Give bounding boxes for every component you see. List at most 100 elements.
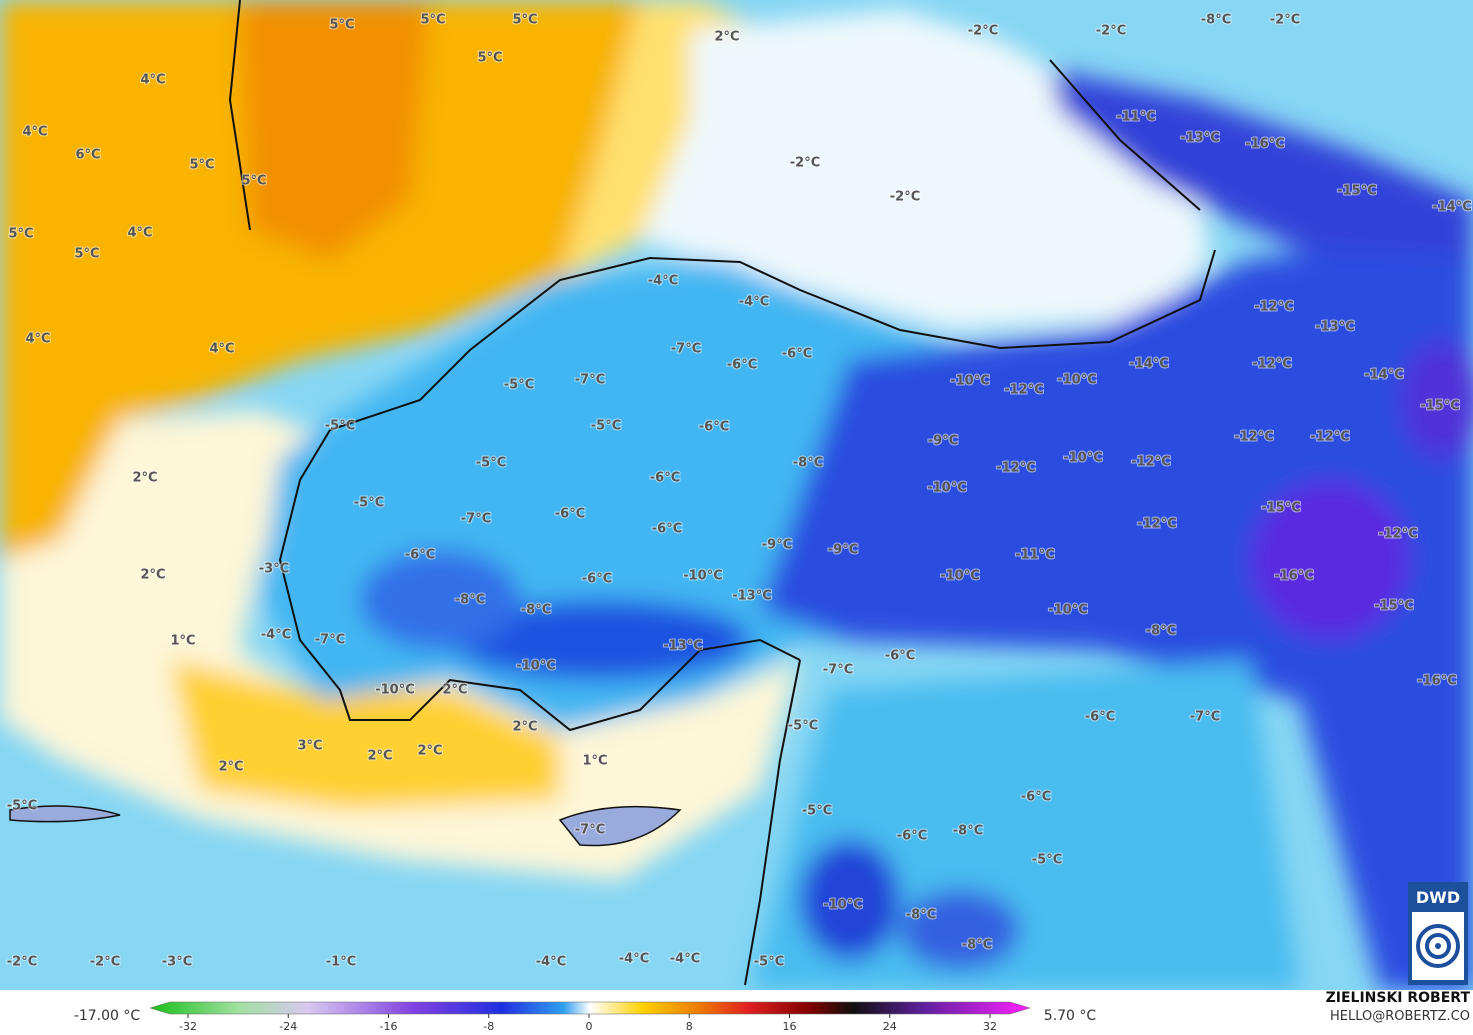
colorbar-tick-label: -8 bbox=[483, 1020, 494, 1033]
temperature-label: -5°C bbox=[802, 804, 832, 819]
colorbar-tick-label: -32 bbox=[179, 1020, 197, 1033]
temperature-label: -13°C bbox=[732, 589, 772, 604]
temperature-label: 2°C bbox=[512, 720, 537, 735]
temperature-label: -7°C bbox=[575, 823, 605, 838]
temperature-label: 2°C bbox=[132, 471, 157, 486]
temperature-label: -10°C bbox=[927, 481, 967, 496]
colorbar-tick-label: 8 bbox=[686, 1020, 693, 1033]
temperature-label: 6°C bbox=[75, 148, 100, 163]
temperature-label: 5°C bbox=[74, 247, 99, 262]
temperature-label: -9°C bbox=[762, 538, 792, 553]
credit-email: HELLO@ROBERTZ.CO bbox=[1330, 1009, 1470, 1024]
temperature-label: -13°C bbox=[663, 639, 703, 654]
colorbar-tick-label: 24 bbox=[883, 1020, 897, 1033]
temperature-label: 2°C bbox=[417, 744, 442, 759]
temperature-label: 2°C bbox=[442, 683, 467, 698]
temperature-label: -8°C bbox=[521, 603, 551, 618]
temperature-label: -16°C bbox=[1274, 569, 1314, 584]
colorbar-tick-label: 0 bbox=[586, 1020, 593, 1033]
temperature-label: -14°C bbox=[1129, 357, 1169, 372]
temperature-label: -5°C bbox=[354, 496, 384, 511]
temperature-label: -4°C bbox=[261, 628, 291, 643]
colorbar-tick-label: -24 bbox=[279, 1020, 297, 1033]
temperature-label: -10°C bbox=[1063, 451, 1103, 466]
temperature-label: -8°C bbox=[455, 593, 485, 608]
colorbar-min: -17.00 °C bbox=[74, 1008, 141, 1024]
temperature-label: 2°C bbox=[218, 760, 243, 775]
temperature-label: -7°C bbox=[461, 512, 491, 527]
temperature-label: -5°C bbox=[788, 719, 818, 734]
temperature-label: -4°C bbox=[619, 952, 649, 967]
temperature-label: -2°C bbox=[968, 24, 998, 39]
temperature-label: -16°C bbox=[1417, 674, 1457, 689]
temperature-label: -11°C bbox=[1015, 548, 1055, 563]
temperature-label: 2°C bbox=[714, 30, 739, 45]
temperature-label: -6°C bbox=[727, 358, 757, 373]
temperature-label: -6°C bbox=[1021, 790, 1051, 805]
temperature-label: -12°C bbox=[1310, 430, 1350, 445]
temperature-label: -5°C bbox=[325, 419, 355, 434]
temperature-label: -10°C bbox=[1057, 373, 1097, 388]
temperature-label: 4°C bbox=[22, 125, 47, 140]
temperature-label: -8°C bbox=[962, 938, 992, 953]
temperature-label: -10°C bbox=[823, 898, 863, 913]
temperature-label: -10°C bbox=[516, 659, 556, 674]
temperature-label: -15°C bbox=[1420, 399, 1460, 414]
temperature-label: -4°C bbox=[536, 955, 566, 970]
temperature-label: -1°C bbox=[326, 955, 356, 970]
temperature-label: -5°C bbox=[476, 456, 506, 471]
temperature-label: 4°C bbox=[209, 342, 234, 357]
temperature-label: -8°C bbox=[793, 456, 823, 471]
temperature-label: -15°C bbox=[1337, 184, 1377, 199]
temperature-label: -6°C bbox=[652, 522, 682, 537]
temperature-label: -6°C bbox=[699, 420, 729, 435]
temperature-label: -5°C bbox=[504, 378, 534, 393]
temperature-label: -10°C bbox=[950, 374, 990, 389]
temperature-label: -4°C bbox=[739, 295, 769, 310]
temperature-label: -7°C bbox=[575, 373, 605, 388]
temperature-label: -10°C bbox=[375, 683, 415, 698]
temperature-label: -15°C bbox=[1374, 599, 1414, 614]
temperature-label: -6°C bbox=[650, 471, 680, 486]
temperature-label: -7°C bbox=[315, 633, 345, 648]
temperature-label: 5°C bbox=[241, 174, 266, 189]
temperature-label: -13°C bbox=[1315, 320, 1355, 335]
temperature-label: 3°C bbox=[297, 739, 322, 754]
temperature-label: 4°C bbox=[127, 226, 152, 241]
temperature-label: -7°C bbox=[1190, 710, 1220, 725]
logo: DWD bbox=[1408, 882, 1468, 985]
temperature-label: -7°C bbox=[823, 663, 853, 678]
logo-text: DWD bbox=[1416, 888, 1460, 907]
temperature-label: 5°C bbox=[329, 18, 354, 33]
temperature-label: -9°C bbox=[928, 434, 958, 449]
temperature-label: 1°C bbox=[582, 754, 607, 769]
temperature-label: -7°C bbox=[671, 342, 701, 357]
colorbar-tick-label: -16 bbox=[380, 1020, 398, 1033]
temperature-label: 4°C bbox=[25, 332, 50, 347]
temperature-label: -5°C bbox=[591, 419, 621, 434]
temperature-labels: 5°C 5°C 5°C 5°C 2°C -2°C -2°C -8°C -2°C 4°C 4°C 6°C… bbox=[6, 12, 1473, 971]
temperature-label: -15°C bbox=[1261, 501, 1301, 516]
temperature-label: -5°C bbox=[1032, 853, 1062, 868]
temperature-label: -8°C bbox=[906, 908, 936, 923]
temperature-label: -12°C bbox=[1004, 383, 1044, 398]
temperature-label: 5°C bbox=[189, 158, 214, 173]
temperature-label: -2°C bbox=[7, 955, 37, 970]
temperature-label: -3°C bbox=[259, 562, 289, 577]
temperature-label: -5°C bbox=[7, 799, 37, 814]
temperature-label: -2°C bbox=[1270, 13, 1300, 28]
temperature-label: -9°C bbox=[828, 543, 858, 558]
temperature-label: 2°C bbox=[367, 749, 392, 764]
temperature-label: -6°C bbox=[582, 572, 612, 587]
temperature-label: -8°C bbox=[953, 824, 983, 839]
temperature-label: -12°C bbox=[1254, 300, 1294, 315]
colorbar-max: 5.70 °C bbox=[1044, 1008, 1097, 1024]
temperature-label: -6°C bbox=[897, 829, 927, 844]
temperature-label: -12°C bbox=[1234, 430, 1274, 445]
temperature-label: -10°C bbox=[940, 569, 980, 584]
temperature-label: 1°C bbox=[170, 634, 195, 649]
temperature-label: -16°C bbox=[1245, 137, 1285, 152]
temperature-label: -11°C bbox=[1116, 110, 1156, 125]
temperature-label: 4°C bbox=[140, 73, 165, 88]
